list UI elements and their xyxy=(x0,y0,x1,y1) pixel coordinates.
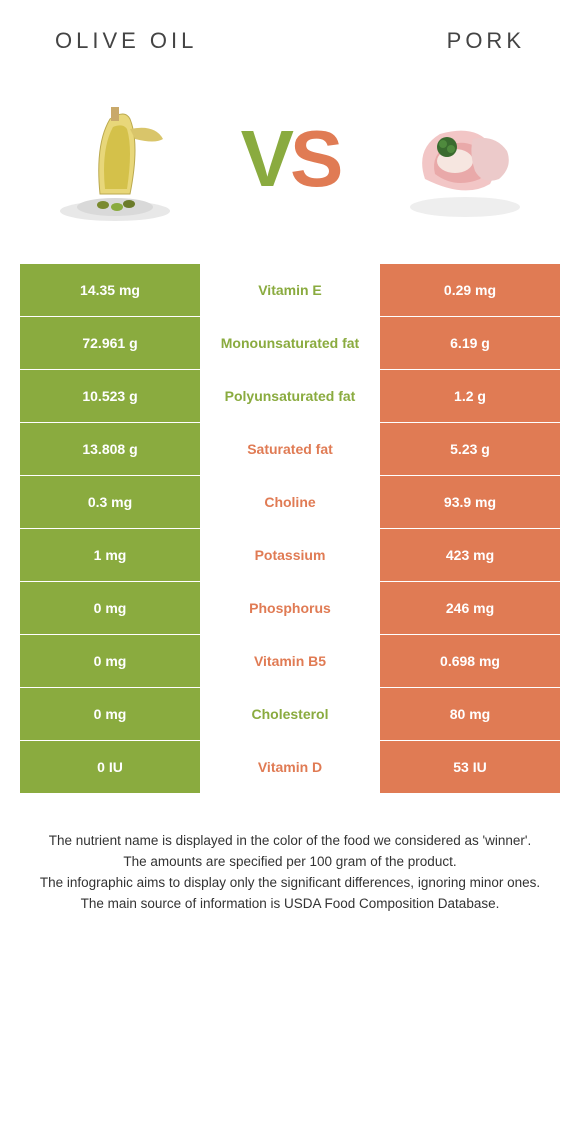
value-right: 423 mg xyxy=(380,529,560,581)
value-right: 93.9 mg xyxy=(380,476,560,528)
table-row: 0 mgVitamin B50.698 mg xyxy=(20,635,560,688)
value-right: 80 mg xyxy=(380,688,560,740)
table-row: 0.3 mgCholine93.9 mg xyxy=(20,476,560,529)
vs-s: S xyxy=(290,114,339,203)
footnote-line: The infographic aims to display only the… xyxy=(30,874,550,893)
value-left: 0.3 mg xyxy=(20,476,200,528)
nutrient-label: Saturated fat xyxy=(200,423,380,475)
table-row: 72.961 gMonounsaturated fat6.19 g xyxy=(20,317,560,370)
value-right: 0.698 mg xyxy=(380,635,560,687)
nutrient-label: Vitamin E xyxy=(200,264,380,316)
value-left: 0 mg xyxy=(20,635,200,687)
olive-oil-image xyxy=(40,84,190,234)
footnote-line: The amounts are specified per 100 gram o… xyxy=(30,853,550,872)
nutrient-label: Phosphorus xyxy=(200,582,380,634)
value-right: 246 mg xyxy=(380,582,560,634)
nutrient-label: Vitamin B5 xyxy=(200,635,380,687)
value-left: 10.523 g xyxy=(20,370,200,422)
header: OLIVE OIL PORK xyxy=(0,0,580,64)
value-left: 0 IU xyxy=(20,741,200,793)
table-row: 0 mgCholesterol80 mg xyxy=(20,688,560,741)
pork-image xyxy=(390,84,540,234)
value-right: 5.23 g xyxy=(380,423,560,475)
value-left: 0 mg xyxy=(20,582,200,634)
infographic: OLIVE OIL PORK VS xyxy=(0,0,580,914)
comparison-table: 14.35 mgVitamin E0.29 mg72.961 gMonounsa… xyxy=(20,264,560,794)
nutrient-label: Vitamin D xyxy=(200,741,380,793)
value-left: 0 mg xyxy=(20,688,200,740)
value-right: 1.2 g xyxy=(380,370,560,422)
nutrient-label: Cholesterol xyxy=(200,688,380,740)
value-right: 0.29 mg xyxy=(380,264,560,316)
value-left: 1 mg xyxy=(20,529,200,581)
table-row: 1 mgPotassium423 mg xyxy=(20,529,560,582)
value-right: 53 IU xyxy=(380,741,560,793)
value-left: 13.808 g xyxy=(20,423,200,475)
value-left: 72.961 g xyxy=(20,317,200,369)
nutrient-label: Potassium xyxy=(200,529,380,581)
value-right: 6.19 g xyxy=(380,317,560,369)
nutrient-label: Choline xyxy=(200,476,380,528)
hero-row: VS xyxy=(0,64,580,264)
vs-label: VS xyxy=(241,113,340,205)
footnotes: The nutrient name is displayed in the co… xyxy=(0,794,580,914)
nutrient-label: Monounsaturated fat xyxy=(200,317,380,369)
table-row: 0 mgPhosphorus246 mg xyxy=(20,582,560,635)
footnote-line: The main source of information is USDA F… xyxy=(30,895,550,914)
table-row: 10.523 gPolyunsaturated fat1.2 g xyxy=(20,370,560,423)
vs-v: V xyxy=(241,114,290,203)
footnote-line: The nutrient name is displayed in the co… xyxy=(30,832,550,851)
table-row: 14.35 mgVitamin E0.29 mg xyxy=(20,264,560,317)
title-left: OLIVE OIL xyxy=(55,28,197,54)
title-right: PORK xyxy=(447,28,525,54)
nutrient-label: Polyunsaturated fat xyxy=(200,370,380,422)
table-row: 0 IUVitamin D53 IU xyxy=(20,741,560,794)
value-left: 14.35 mg xyxy=(20,264,200,316)
table-row: 13.808 gSaturated fat5.23 g xyxy=(20,423,560,476)
